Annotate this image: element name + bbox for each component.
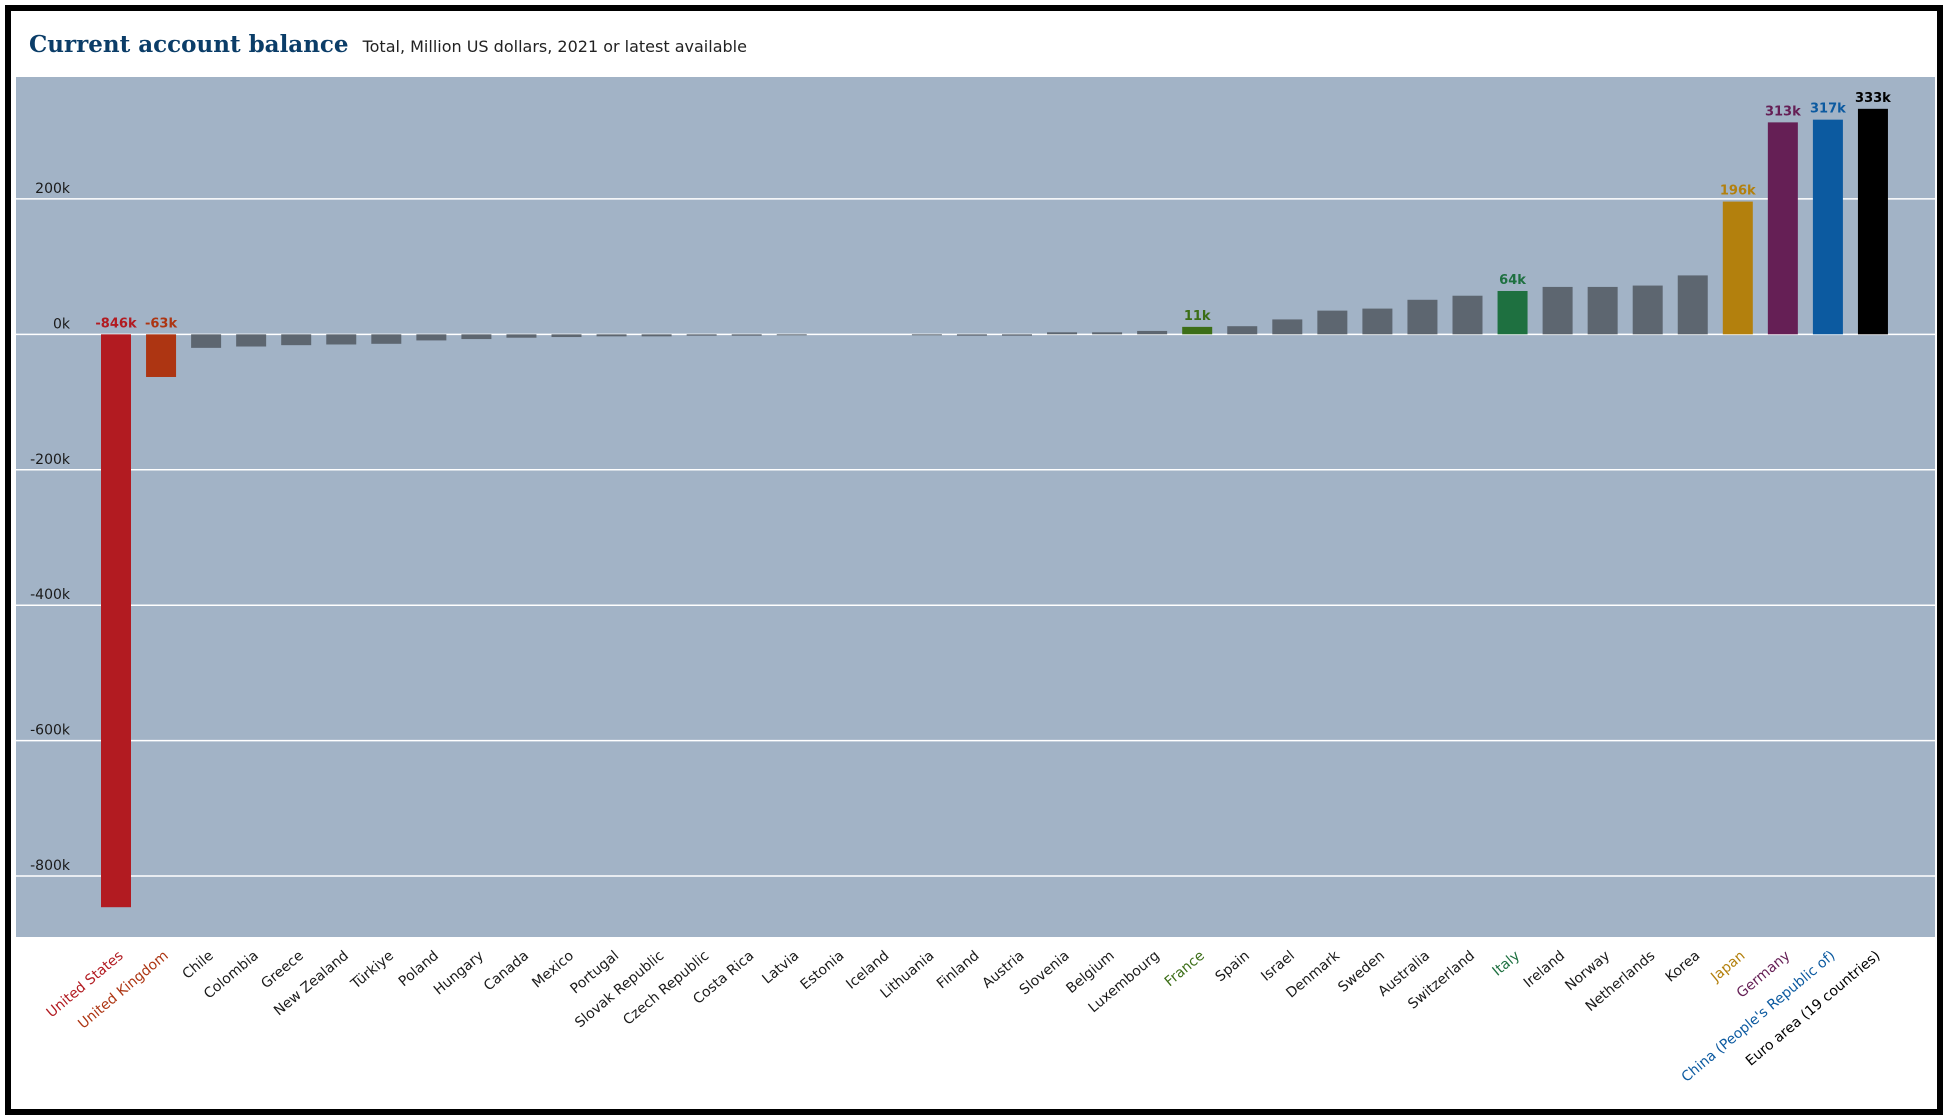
- bar: [281, 334, 312, 346]
- x-tick-label: Slovenia: [1017, 948, 1073, 999]
- bar: [191, 334, 222, 348]
- bar: [371, 334, 402, 344]
- bar: [596, 334, 627, 337]
- bar: [1857, 108, 1888, 335]
- x-tick-label: Hungary: [431, 948, 487, 999]
- data-label: 317k: [1810, 102, 1846, 117]
- bar: [1407, 299, 1438, 335]
- y-tick-label: -600k: [30, 723, 71, 739]
- bar: [1182, 326, 1213, 335]
- bar: [416, 334, 447, 341]
- y-tick-label: -200k: [30, 452, 71, 468]
- bar: [236, 334, 267, 347]
- y-tick-label: -400k: [30, 587, 71, 603]
- plot-background: [16, 77, 1935, 937]
- chart-header: Current account balance Total, Million US…: [29, 31, 747, 71]
- bar: [1722, 201, 1753, 335]
- bar: [461, 334, 492, 340]
- bar: [1362, 308, 1393, 335]
- bar: [686, 334, 717, 336]
- x-tick-label: Japan: [1707, 948, 1748, 986]
- bar: [1677, 275, 1708, 335]
- chart-subtitle: Total, Million US dollars, 2021 or lates…: [362, 37, 747, 56]
- y-tick-label: 0k: [53, 316, 71, 332]
- bar: [1137, 330, 1168, 335]
- bar: [1587, 286, 1618, 335]
- x-tick-label: Ireland: [1521, 948, 1568, 991]
- bar: [1767, 122, 1798, 335]
- bar: [731, 334, 762, 336]
- data-label: 11k: [1184, 309, 1211, 324]
- bar: [776, 334, 807, 336]
- bar: [551, 334, 582, 338]
- bar: [911, 334, 942, 336]
- chart-title: Current account balance: [29, 31, 349, 58]
- bar: [956, 334, 987, 336]
- bar: [641, 334, 672, 337]
- bar: [146, 334, 177, 377]
- y-tick-label: 200k: [35, 181, 71, 197]
- data-label: 196k: [1720, 184, 1756, 199]
- data-label: -846k: [95, 316, 137, 331]
- x-tick-label: Spain: [1213, 948, 1253, 985]
- data-label: -63k: [145, 316, 177, 331]
- x-tick-label: Canada: [481, 948, 532, 995]
- x-tick-label: Korea: [1663, 948, 1704, 986]
- bar: [1497, 290, 1528, 335]
- bar: [1317, 310, 1348, 335]
- bar: [1002, 334, 1032, 336]
- bar: [506, 334, 537, 338]
- bar: [1452, 295, 1483, 335]
- x-tick-label: Israel: [1258, 948, 1298, 985]
- x-tick-label: Chile: [180, 948, 217, 983]
- x-tick-label: Latvia: [759, 948, 802, 988]
- bar: [326, 334, 357, 345]
- x-tick-label: Türkiye: [347, 948, 396, 993]
- data-label: 313k: [1765, 104, 1801, 119]
- bar: [1632, 285, 1663, 335]
- x-tick-label: Italy: [1490, 948, 1524, 980]
- bar: [1227, 326, 1258, 335]
- x-tick-label: Estonia: [798, 948, 848, 993]
- bar: [101, 334, 131, 908]
- bar: [1812, 119, 1843, 335]
- bar: [1272, 319, 1303, 335]
- bar: [1542, 286, 1573, 335]
- data-label: 64k: [1499, 273, 1526, 288]
- y-tick-label: -800k: [30, 858, 71, 874]
- data-label: 333k: [1855, 91, 1891, 106]
- x-tick-label: France: [1162, 948, 1208, 990]
- x-tick-label: Finland: [934, 948, 983, 992]
- bar: [1092, 332, 1123, 335]
- bar: [1047, 332, 1078, 335]
- x-tick-label: United States: [44, 948, 127, 1021]
